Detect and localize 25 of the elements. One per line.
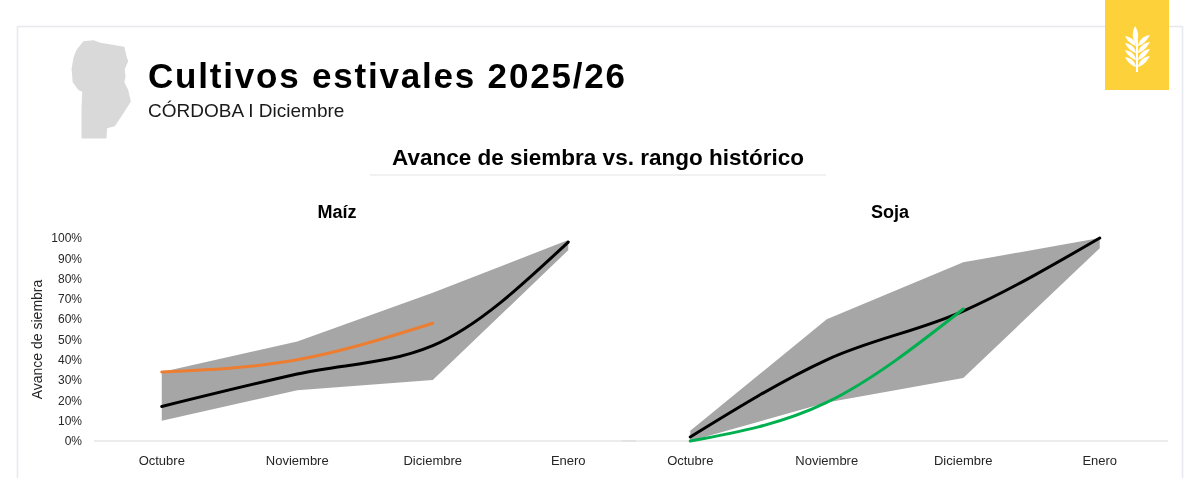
chart-title: Maíz bbox=[317, 202, 357, 222]
y-tick-label: 90% bbox=[57, 251, 83, 266]
x-tick-label: Noviembre bbox=[265, 453, 329, 468]
text: Avance de siembra vs. rango histórico bbox=[392, 145, 804, 170]
x-tick-label: Octubre bbox=[667, 453, 714, 468]
y-tick-label: 60% bbox=[57, 312, 83, 327]
x-tick-label: Enero bbox=[1082, 453, 1118, 468]
text: Cultivos estivales 2025/26 bbox=[148, 56, 627, 95]
y-tick-label: 100% bbox=[51, 231, 83, 246]
y-tick-label: 70% bbox=[57, 292, 83, 307]
x-tick-label: Enero bbox=[550, 453, 586, 468]
y-tick-label: 40% bbox=[57, 353, 83, 367]
y-tick-label: 50% bbox=[57, 332, 83, 347]
chart-title: Soja bbox=[870, 202, 910, 222]
y-axis-title: Avance de siembra bbox=[29, 279, 45, 400]
x-tick-label: Octubre bbox=[138, 453, 185, 468]
y-tick-label: 10% bbox=[57, 413, 83, 428]
y-tick-label: 30% bbox=[57, 373, 83, 388]
y-tick-label: 0% bbox=[64, 434, 83, 449]
y-tick-label: 20% bbox=[57, 393, 83, 408]
x-tick-label: Diciembre bbox=[403, 453, 463, 468]
x-tick-label: Noviembre bbox=[795, 453, 859, 468]
x-tick-label: Diciembre bbox=[933, 453, 993, 468]
y-tick-label: 80% bbox=[57, 271, 83, 286]
text: CÓRDOBA I Diciembre bbox=[148, 100, 345, 121]
